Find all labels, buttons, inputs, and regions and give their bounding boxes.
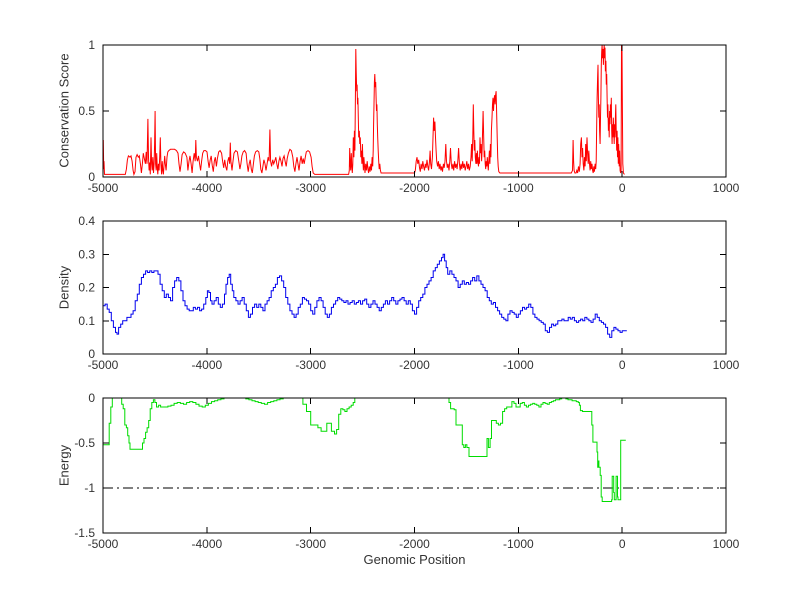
x-tick-label: -4000 (191, 181, 222, 195)
energy-series-line (103, 397, 626, 502)
plot-box (102, 397, 727, 534)
x-tick-label: 1000 (713, 181, 740, 195)
x-tick-label: -2000 (399, 358, 430, 372)
x-tick-label: -5000 (88, 358, 119, 372)
x-tick-label: -4000 (191, 358, 222, 372)
y-tick-label: 0.5 (78, 104, 95, 118)
y-tick-label: 0 (88, 391, 95, 405)
x-tick-label: 1000 (713, 537, 740, 551)
x-tick-label: -1000 (503, 181, 534, 195)
x-tick-label: -4000 (191, 537, 222, 551)
x-tick-label: -1000 (503, 537, 534, 551)
ylabel-energy: Energy (56, 444, 72, 487)
xlabel-genomic-position: Genomic Position (363, 552, 466, 567)
y-tick-label: -0.5 (74, 436, 95, 450)
y-tick-label: 0.1 (78, 314, 95, 328)
y-tick-label: -1.5 (74, 526, 95, 540)
y-tick-label: 1 (88, 38, 95, 52)
subplot-conservation: -5000 -4000 -3000 -2000 -1000 0 1000 0 0.5 1 (78, 38, 739, 195)
x-tick-label: -2000 (399, 181, 430, 195)
conservation-series-line (103, 44, 625, 177)
y-tick-label: -1 (84, 481, 95, 495)
x-tick-label: 1000 (713, 358, 740, 372)
x-tick-label: -3000 (295, 537, 326, 551)
y-tick-label: 0 (88, 347, 95, 361)
y-tick-label: 0.4 (78, 214, 95, 228)
y-tick-label: 0.2 (78, 281, 95, 295)
plot-box (102, 220, 727, 355)
x-tick-label: 0 (619, 358, 626, 372)
x-tick-label: 0 (619, 537, 626, 551)
subplot-density: -5000 -4000 -3000 -2000 -1000 0 1000 0 0.1 0.2 0.3… (78, 214, 739, 372)
y-tick-label: 0 (88, 170, 95, 184)
density-series-line (103, 253, 627, 338)
x-tick-label: -2000 (399, 537, 430, 551)
subplot-energy: -5000 -4000 -3000 -2000 -1000 0 1000 -1.5 -1 -0.5… (74, 391, 739, 551)
x-tick-label: -1000 (503, 358, 534, 372)
x-tick-label: 0 (619, 181, 626, 195)
x-tick-label: -5000 (88, 181, 119, 195)
x-tick-label: -3000 (295, 358, 326, 372)
x-tick-label: -3000 (295, 181, 326, 195)
y-tick-label: 0.3 (78, 247, 95, 261)
x-tick-label: -5000 (88, 537, 119, 551)
